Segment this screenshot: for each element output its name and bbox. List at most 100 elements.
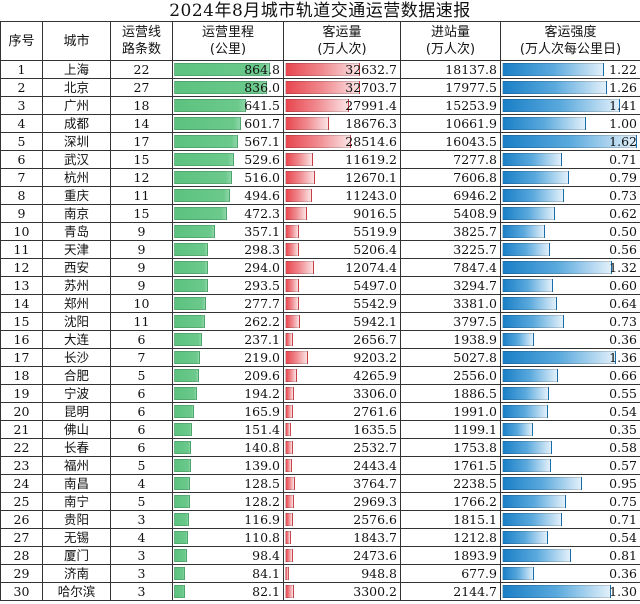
intensity-data-bar [502, 477, 582, 490]
cell-intensity: 0.71 [501, 511, 640, 529]
mileage-value: 641.5 [244, 98, 280, 113]
cell-entries: 16043.5 [401, 133, 501, 151]
mileage-data-bar [174, 207, 227, 220]
mileage-value: 110.8 [244, 530, 280, 545]
cell-intensity: 1.00 [501, 115, 640, 133]
header-label: (万人次) [317, 42, 366, 57]
cell-entries: 2556.0 [401, 367, 501, 385]
cell-city: 佛山 [43, 421, 111, 439]
cell-entries: 2144.7 [401, 583, 501, 601]
cell-city: 广州 [43, 97, 111, 115]
intensity-value: 0.62 [609, 206, 637, 221]
intensity-data-bar [502, 297, 557, 310]
intensity-value: 1.36 [609, 350, 637, 365]
intensity-data-bar [502, 243, 550, 256]
ridership-data-bar [285, 297, 299, 310]
mileage-value: 601.7 [244, 116, 280, 131]
cell-no: 30 [1, 583, 43, 601]
cell-city: 杭州 [43, 169, 111, 187]
ridership-data-bar [285, 495, 294, 508]
ridership-value: 27991.4 [345, 98, 397, 113]
cell-mileage: 139.0 [173, 457, 284, 475]
ridership-value: 2969.3 [353, 494, 397, 509]
cell-mileage: 294.0 [173, 259, 284, 277]
cell-no: 6 [1, 151, 43, 169]
cell-lines: 6 [111, 331, 173, 349]
cell-lines: 3 [111, 547, 173, 565]
cell-mileage: 140.8 [173, 439, 284, 457]
mileage-value: 84.1 [252, 566, 280, 581]
cell-ridership: 32703.7 [284, 79, 401, 97]
intensity-value: 1.22 [609, 62, 637, 77]
mileage-value: 116.9 [244, 512, 280, 527]
cell-ridership: 2532.7 [284, 439, 401, 457]
cell-no: 29 [1, 565, 43, 583]
header-label: (万人次) [426, 42, 475, 57]
cell-entries: 1753.8 [401, 439, 501, 457]
cell-entries: 1761.5 [401, 457, 501, 475]
cell-no: 13 [1, 277, 43, 295]
cell-ridership: 1843.7 [284, 529, 401, 547]
cell-mileage: 116.9 [173, 511, 284, 529]
intensity-data-bar [502, 153, 562, 166]
cell-ridership: 2656.7 [284, 331, 401, 349]
header-entries: 进站量(万人次) [401, 22, 501, 61]
mileage-value: 140.8 [244, 440, 280, 455]
cell-mileage: 357.1 [173, 223, 284, 241]
cell-lines: 3 [111, 565, 173, 583]
mileage-value: 82.1 [252, 584, 280, 599]
ridership-value: 3764.7 [353, 476, 397, 491]
cell-city: 重庆 [43, 187, 111, 205]
cell-no: 21 [1, 421, 43, 439]
cell-no: 1 [1, 61, 43, 79]
cell-no: 3 [1, 97, 43, 115]
cell-intensity: 0.36 [501, 331, 640, 349]
cell-ridership: 12074.4 [284, 259, 401, 277]
cell-no: 14 [1, 295, 43, 313]
cell-entries: 7847.4 [401, 259, 501, 277]
header-row: 序号 城市 运营线路条数 运营里程(公里) 客运量(万人次) 进站量(万人次) … [1, 22, 640, 61]
cell-city: 长沙 [43, 349, 111, 367]
cell-intensity: 0.54 [501, 403, 640, 421]
intensity-value: 0.36 [609, 566, 637, 581]
cell-lines: 7 [111, 349, 173, 367]
intensity-data-bar [502, 567, 534, 580]
cell-no: 8 [1, 187, 43, 205]
cell-intensity: 0.57 [501, 457, 640, 475]
cell-entries: 1938.9 [401, 331, 501, 349]
mileage-value: 98.4 [252, 548, 280, 563]
ridership-data-bar [285, 549, 293, 562]
cell-entries: 15253.9 [401, 97, 501, 115]
ridership-value: 32632.7 [345, 62, 397, 77]
cell-no: 11 [1, 241, 43, 259]
mileage-value: 277.7 [244, 296, 280, 311]
cell-ridership: 948.8 [284, 565, 401, 583]
cell-mileage: 494.6 [173, 187, 284, 205]
cell-city: 无锡 [43, 529, 111, 547]
ridership-value: 12670.1 [345, 170, 397, 185]
intensity-value: 0.71 [609, 152, 637, 167]
intensity-data-bar [502, 369, 558, 382]
mileage-data-bar [174, 297, 206, 310]
cell-intensity: 0.75 [501, 493, 640, 511]
intensity-data-bar [502, 171, 569, 184]
ridership-value: 5542.9 [353, 296, 397, 311]
ridership-value: 2656.7 [353, 332, 397, 347]
mileage-value: 194.2 [244, 386, 280, 401]
cell-city: 成都 [43, 115, 111, 133]
cell-intensity: 0.62 [501, 205, 640, 223]
cell-entries: 3825.7 [401, 223, 501, 241]
intensity-value: 0.64 [609, 296, 637, 311]
cell-entries: 18137.8 [401, 61, 501, 79]
cell-intensity: 1.22 [501, 61, 640, 79]
intensity-data-bar [502, 585, 611, 598]
header-label: 序号 [8, 34, 34, 49]
header-intensity: 客运强度(万人次每公里日) [501, 22, 640, 61]
